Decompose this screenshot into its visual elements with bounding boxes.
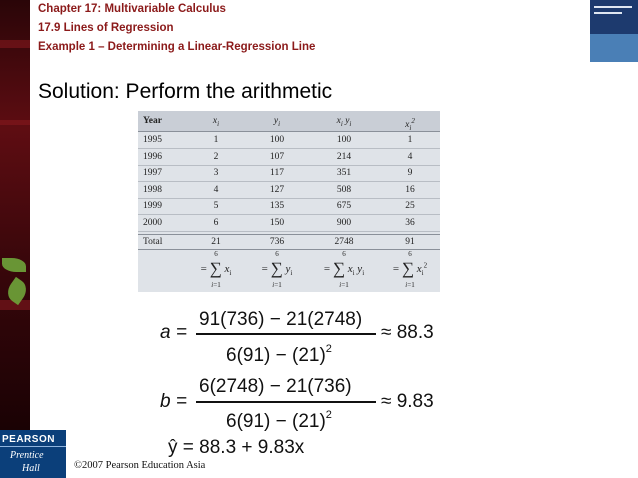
table-cell: 675 (308, 199, 380, 213)
eq-b-result: ≈ 9.83 (381, 391, 434, 413)
table-cell: 117 (246, 166, 308, 180)
regression-equation: ŷ = 88.3 + 9.83x (168, 437, 304, 459)
leaf-shape (2, 258, 26, 272)
sum-notation: 6 = ∑ xi i=1 (186, 250, 246, 290)
slide-title: Solution: Perform the arithmetic (38, 80, 332, 104)
table-cell: 127 (246, 183, 308, 197)
table-cell: 21 (186, 235, 246, 249)
table-cell: 135 (246, 199, 308, 213)
table-cell: 25 (380, 199, 440, 213)
copyright-notice: ©2007 Pearson Education Asia (74, 460, 205, 471)
table-cell: 36 (380, 216, 440, 230)
eq-a-fraction-bar (196, 333, 376, 335)
table-cell: 150 (246, 216, 308, 230)
eq-b-numerator: 6(2748) − 21(736) (199, 376, 352, 398)
table-cell: 16 (380, 183, 440, 197)
header-yi: yi (246, 111, 308, 131)
table-cell: 100 (246, 133, 308, 147)
table-cell: 4 (380, 150, 440, 164)
table-cell: 91 (380, 235, 440, 249)
table-cell: 1997 (143, 166, 183, 180)
pearson-prentice-hall-logo: PEARSON Prentice Hall (0, 430, 66, 478)
table-cell: 508 (308, 183, 380, 197)
table-cell: 100 (308, 133, 380, 147)
table-cell: Total (143, 235, 183, 249)
table-cell: 4 (186, 183, 246, 197)
table-cell: 2 (186, 150, 246, 164)
table-row: 2000 6 150 900 36 (138, 216, 440, 230)
table-total-row: Total 21 736 2748 91 (138, 235, 440, 249)
table-cell: 1 (380, 133, 440, 147)
example-heading: Example 1 – Determining a Linear-Regress… (38, 41, 315, 53)
eq-a-numerator: 91(736) − 21(2748) (199, 309, 362, 331)
data-table: Year xi yi xi yi xi2 1995 1 100 100 1 1996 2 10… (138, 111, 440, 292)
sum-notation: 6 = ∑ xi yi i=1 (314, 250, 374, 290)
eq-a-denominator: 6(91) − (21)2 (226, 343, 332, 367)
table-row: 1997 3 117 351 9 (138, 166, 440, 180)
eq-a-lhs: a = (160, 322, 187, 344)
table-cell: 107 (246, 150, 308, 164)
table-cell: 1 (186, 133, 246, 147)
table-cell: 1995 (143, 133, 183, 147)
table-cell: 1999 (143, 199, 183, 213)
table-cell: 6 (186, 216, 246, 230)
section-heading: 17.9 Lines of Regression (38, 22, 174, 34)
header-year: Year (143, 111, 183, 131)
sum-notation: 6 = ∑ xi2 i=1 (380, 250, 440, 290)
eq-b-lhs: b = (160, 391, 187, 413)
decorative-sidebar (0, 0, 30, 430)
eq-b-fraction-bar (196, 401, 376, 403)
table-cell: 2000 (143, 216, 183, 230)
table-row: 1999 5 135 675 25 (138, 199, 440, 213)
header-xi2: xi2 (380, 111, 440, 131)
table-row: 1996 2 107 214 4 (138, 150, 440, 164)
table-cell: 9 (380, 166, 440, 180)
table-row: 1998 4 127 508 16 (138, 183, 440, 197)
book-cover-thumbnail (590, 0, 638, 62)
table-cell: 214 (308, 150, 380, 164)
table-cell: 900 (308, 216, 380, 230)
table-cell: 2748 (308, 235, 380, 249)
table-cell: 5 (186, 199, 246, 213)
table-cell: 1996 (143, 150, 183, 164)
table-cell: 3 (186, 166, 246, 180)
eq-b-denominator: 6(91) − (21)2 (226, 409, 332, 433)
table-cell: 1998 (143, 183, 183, 197)
chapter-heading: Chapter 17: Multivariable Calculus (38, 3, 226, 15)
header-xiyi: xi yi (308, 111, 380, 131)
eq-a-result: ≈ 88.3 (381, 322, 434, 344)
table-row: 1995 1 100 100 1 (138, 133, 440, 147)
table-cell: 736 (246, 235, 308, 249)
table-header-row: Year xi yi xi yi xi2 (138, 111, 440, 131)
table-cell: 351 (308, 166, 380, 180)
header-xi: xi (186, 111, 246, 131)
sum-notation: 6 = ∑ yi i=1 (247, 250, 307, 290)
